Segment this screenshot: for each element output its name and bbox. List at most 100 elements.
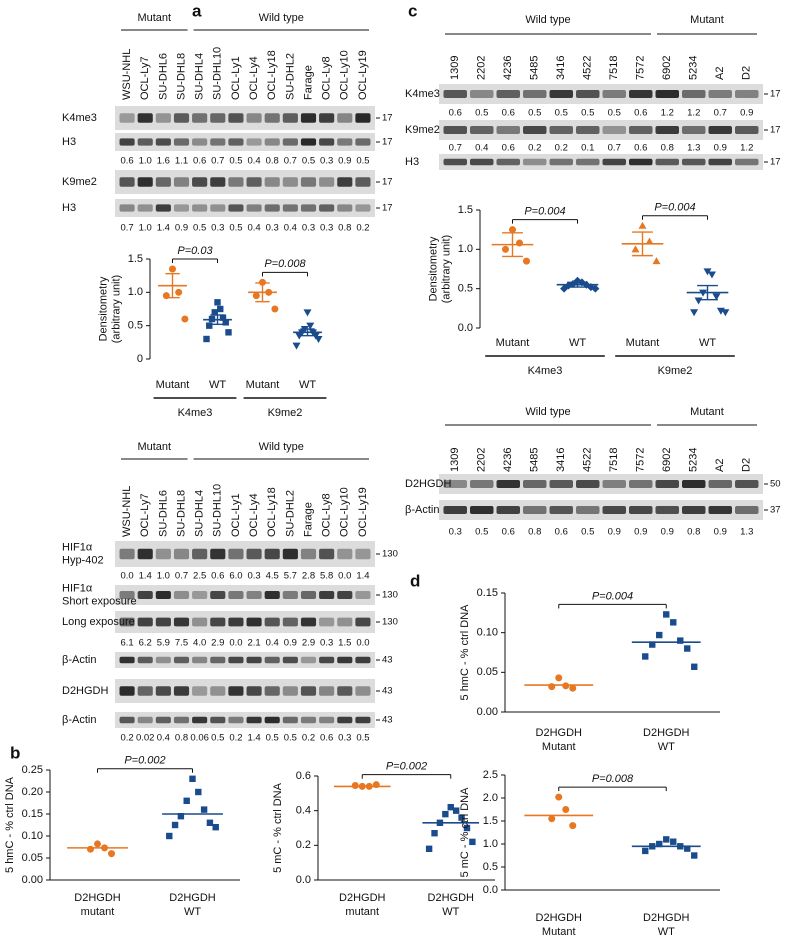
- quant-label: 0.8: [687, 527, 700, 538]
- quant-label: 0.6: [502, 108, 515, 119]
- x-tick-label: WT: [184, 906, 201, 918]
- size-marker: 17: [382, 203, 393, 214]
- quant-label: 0.6: [634, 108, 647, 119]
- band: [708, 506, 732, 514]
- band: [264, 716, 280, 724]
- quant-label: 0.0: [338, 571, 351, 582]
- lane-label: A2: [714, 67, 726, 80]
- point: [217, 305, 224, 313]
- y-tick-label: 0.15: [22, 808, 43, 820]
- band: [246, 686, 262, 696]
- point: [271, 305, 279, 313]
- point: [206, 819, 214, 826]
- band: [470, 126, 494, 134]
- point: [712, 293, 721, 301]
- band: [443, 480, 467, 488]
- lane-label: OCL-Ly8: [321, 493, 333, 537]
- band: [228, 617, 244, 627]
- band: [735, 158, 759, 166]
- quant-label: 0.6: [120, 156, 133, 167]
- band: [137, 548, 153, 560]
- point: [458, 814, 465, 821]
- band: [655, 158, 679, 166]
- panel-label: a: [192, 1, 202, 20]
- quant-label: 0.8: [175, 733, 188, 744]
- band: [228, 686, 244, 696]
- lane-label: 7518: [608, 448, 620, 472]
- point: [200, 806, 208, 813]
- band: [355, 138, 371, 146]
- group-label: K9me2: [268, 407, 303, 419]
- blot-strip: [115, 712, 375, 728]
- quant-label: 0.7: [211, 156, 224, 167]
- point: [212, 824, 219, 831]
- y-axis-title: Densitometry: [427, 236, 439, 301]
- y-tick-label: 0.25: [22, 764, 43, 776]
- point: [562, 806, 570, 813]
- quant-label: 0.3: [338, 733, 351, 744]
- y-tick-label: 1.5: [128, 253, 143, 265]
- band: [246, 617, 262, 627]
- band: [576, 126, 600, 134]
- quant-label: 0.2: [302, 733, 315, 744]
- p-value: P=0.008: [264, 258, 306, 270]
- band: [228, 138, 244, 146]
- row-label: β-Actin: [62, 654, 96, 666]
- band: [682, 126, 706, 134]
- band: [523, 158, 547, 166]
- y-axis-title: 5 mC - % ctrl DNA: [272, 782, 284, 873]
- quant-label: 1.4: [356, 571, 369, 582]
- point: [195, 788, 202, 796]
- x-tick-label: WT: [442, 906, 459, 918]
- x-tick-label: WT: [699, 337, 716, 349]
- lane-label: 2202: [476, 448, 488, 472]
- x-tick-label: D2HGDH: [339, 892, 386, 904]
- band: [246, 113, 262, 123]
- point: [469, 838, 476, 846]
- y-axis-title: Densitometry: [97, 276, 109, 341]
- group-label: Mutant: [137, 12, 171, 24]
- size-marker: 37: [770, 505, 781, 516]
- band: [319, 113, 335, 123]
- band: [337, 177, 353, 187]
- band: [735, 506, 759, 514]
- band: [549, 506, 573, 514]
- quant-label: 0.4: [475, 143, 488, 154]
- quant-label: 0.3: [266, 223, 279, 234]
- band: [355, 548, 371, 560]
- band: [282, 548, 298, 560]
- band: [319, 656, 335, 664]
- p-value: P=0.008: [592, 773, 634, 785]
- band: [264, 591, 280, 599]
- lane-label: SU-DHL10: [212, 47, 224, 100]
- point: [721, 309, 730, 317]
- band: [470, 506, 494, 514]
- band: [192, 686, 208, 696]
- quant-label: 0.4: [247, 156, 260, 167]
- y-tick-label: 0.05: [477, 666, 498, 678]
- band: [735, 126, 759, 134]
- band: [119, 113, 135, 123]
- point: [303, 309, 312, 317]
- band: [319, 177, 335, 187]
- band: [173, 716, 190, 724]
- band: [264, 617, 280, 627]
- size-marker: 17: [382, 137, 393, 148]
- point: [631, 245, 640, 253]
- quant-label: 6.0: [229, 571, 242, 582]
- band: [137, 656, 153, 664]
- lane-label: OCL-Ly10: [339, 50, 351, 100]
- band: [246, 548, 262, 560]
- point: [509, 226, 516, 234]
- band: [300, 177, 317, 187]
- quant-label: 2.9: [211, 638, 224, 649]
- quant-label: 1.3: [740, 527, 753, 538]
- band: [155, 686, 171, 696]
- group-label: Wild type: [259, 12, 304, 24]
- band: [355, 716, 371, 724]
- band: [355, 617, 371, 627]
- y-axis-title: 5 hmC - % ctrl DNA: [459, 604, 471, 701]
- point: [292, 342, 301, 350]
- blot-strip: [439, 84, 763, 104]
